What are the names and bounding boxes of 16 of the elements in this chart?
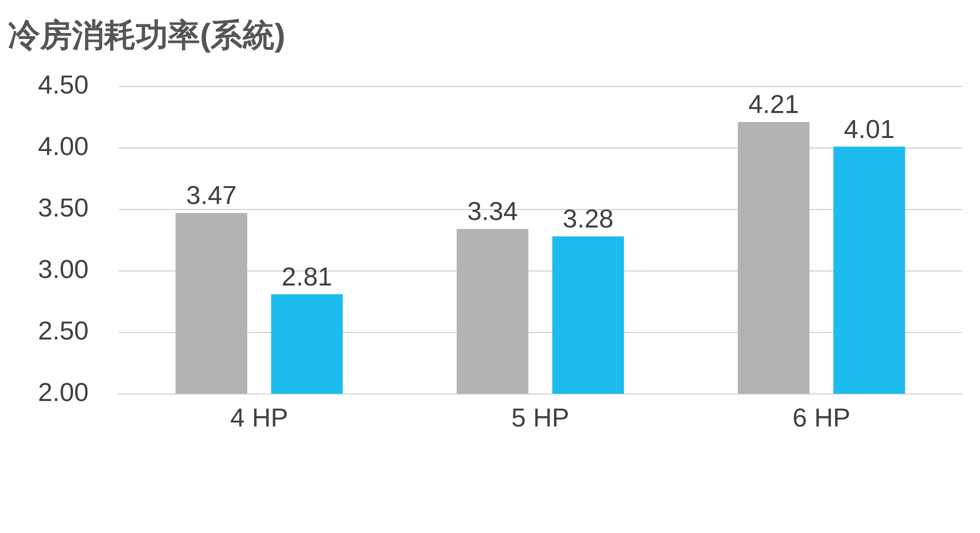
x-tick-label: 6 HP xyxy=(792,402,850,433)
y-tick-label: 3.00 xyxy=(38,254,89,284)
data-label: 4.01 xyxy=(844,114,895,144)
data-label: 2.81 xyxy=(282,261,332,292)
y-tick-label: 2.50 xyxy=(38,315,89,346)
x-tick-label: 5 HP xyxy=(511,402,570,433)
data-label: 3.34 xyxy=(467,196,518,226)
y-tick-label: 4.50 xyxy=(38,70,89,100)
data-label: 4.21 xyxy=(748,89,799,120)
y-tick-label: 4.00 xyxy=(38,131,89,162)
y-tick-label: 3.50 xyxy=(38,192,89,223)
y-tick-label: 2.00 xyxy=(38,376,89,407)
x-tick-label: 4 HP xyxy=(230,402,288,433)
data-label: 3.47 xyxy=(186,180,237,210)
chart-title: 冷房消耗功率(系統) xyxy=(8,17,286,54)
data-label: 3.28 xyxy=(562,204,614,234)
